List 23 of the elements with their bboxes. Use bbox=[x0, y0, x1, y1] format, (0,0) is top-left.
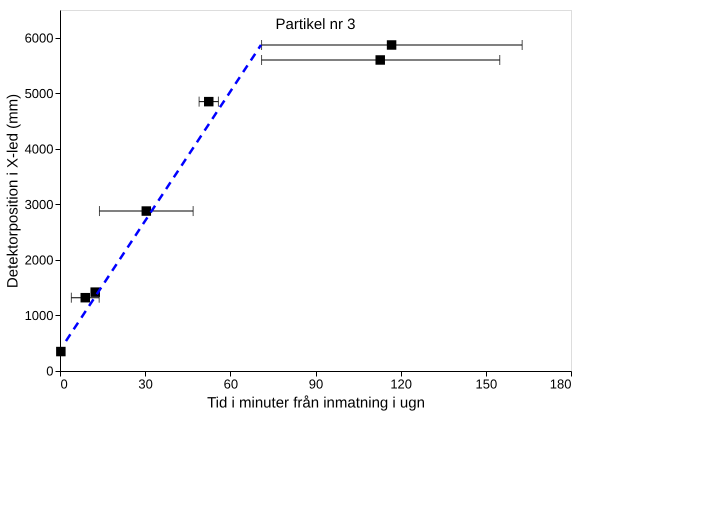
y-tick-label: 0 bbox=[46, 364, 54, 378]
point bbox=[56, 346, 66, 356]
x-tick-label: 180 bbox=[550, 376, 572, 392]
y-tick-label: 5000 bbox=[24, 86, 54, 101]
y-tick-label: 4000 bbox=[24, 141, 54, 156]
x-tick-label: 120 bbox=[390, 376, 412, 392]
x-tick-label: 150 bbox=[475, 376, 498, 392]
point bbox=[204, 96, 214, 106]
point bbox=[386, 40, 396, 50]
y-tick-label: 6000 bbox=[24, 30, 54, 46]
point bbox=[142, 206, 152, 216]
y-tick-label: 2000 bbox=[24, 252, 54, 268]
y-tick-label: 3000 bbox=[24, 196, 54, 212]
x-tick-label: 90 bbox=[308, 376, 324, 392]
point bbox=[375, 55, 385, 65]
y-tick-label: 1000 bbox=[24, 308, 54, 323]
point bbox=[80, 292, 90, 302]
chart-title: Partikel nr 3 bbox=[275, 16, 356, 33]
x-tick-label: 60 bbox=[224, 376, 238, 392]
y-axis-title: Detektorposition i X-led (mm) bbox=[4, 94, 22, 288]
x-tick-label: 0 bbox=[60, 376, 68, 392]
x-tick-label: 30 bbox=[138, 376, 153, 392]
x-axis-title: Tid i minuter från inmatning i ugn bbox=[207, 394, 425, 412]
